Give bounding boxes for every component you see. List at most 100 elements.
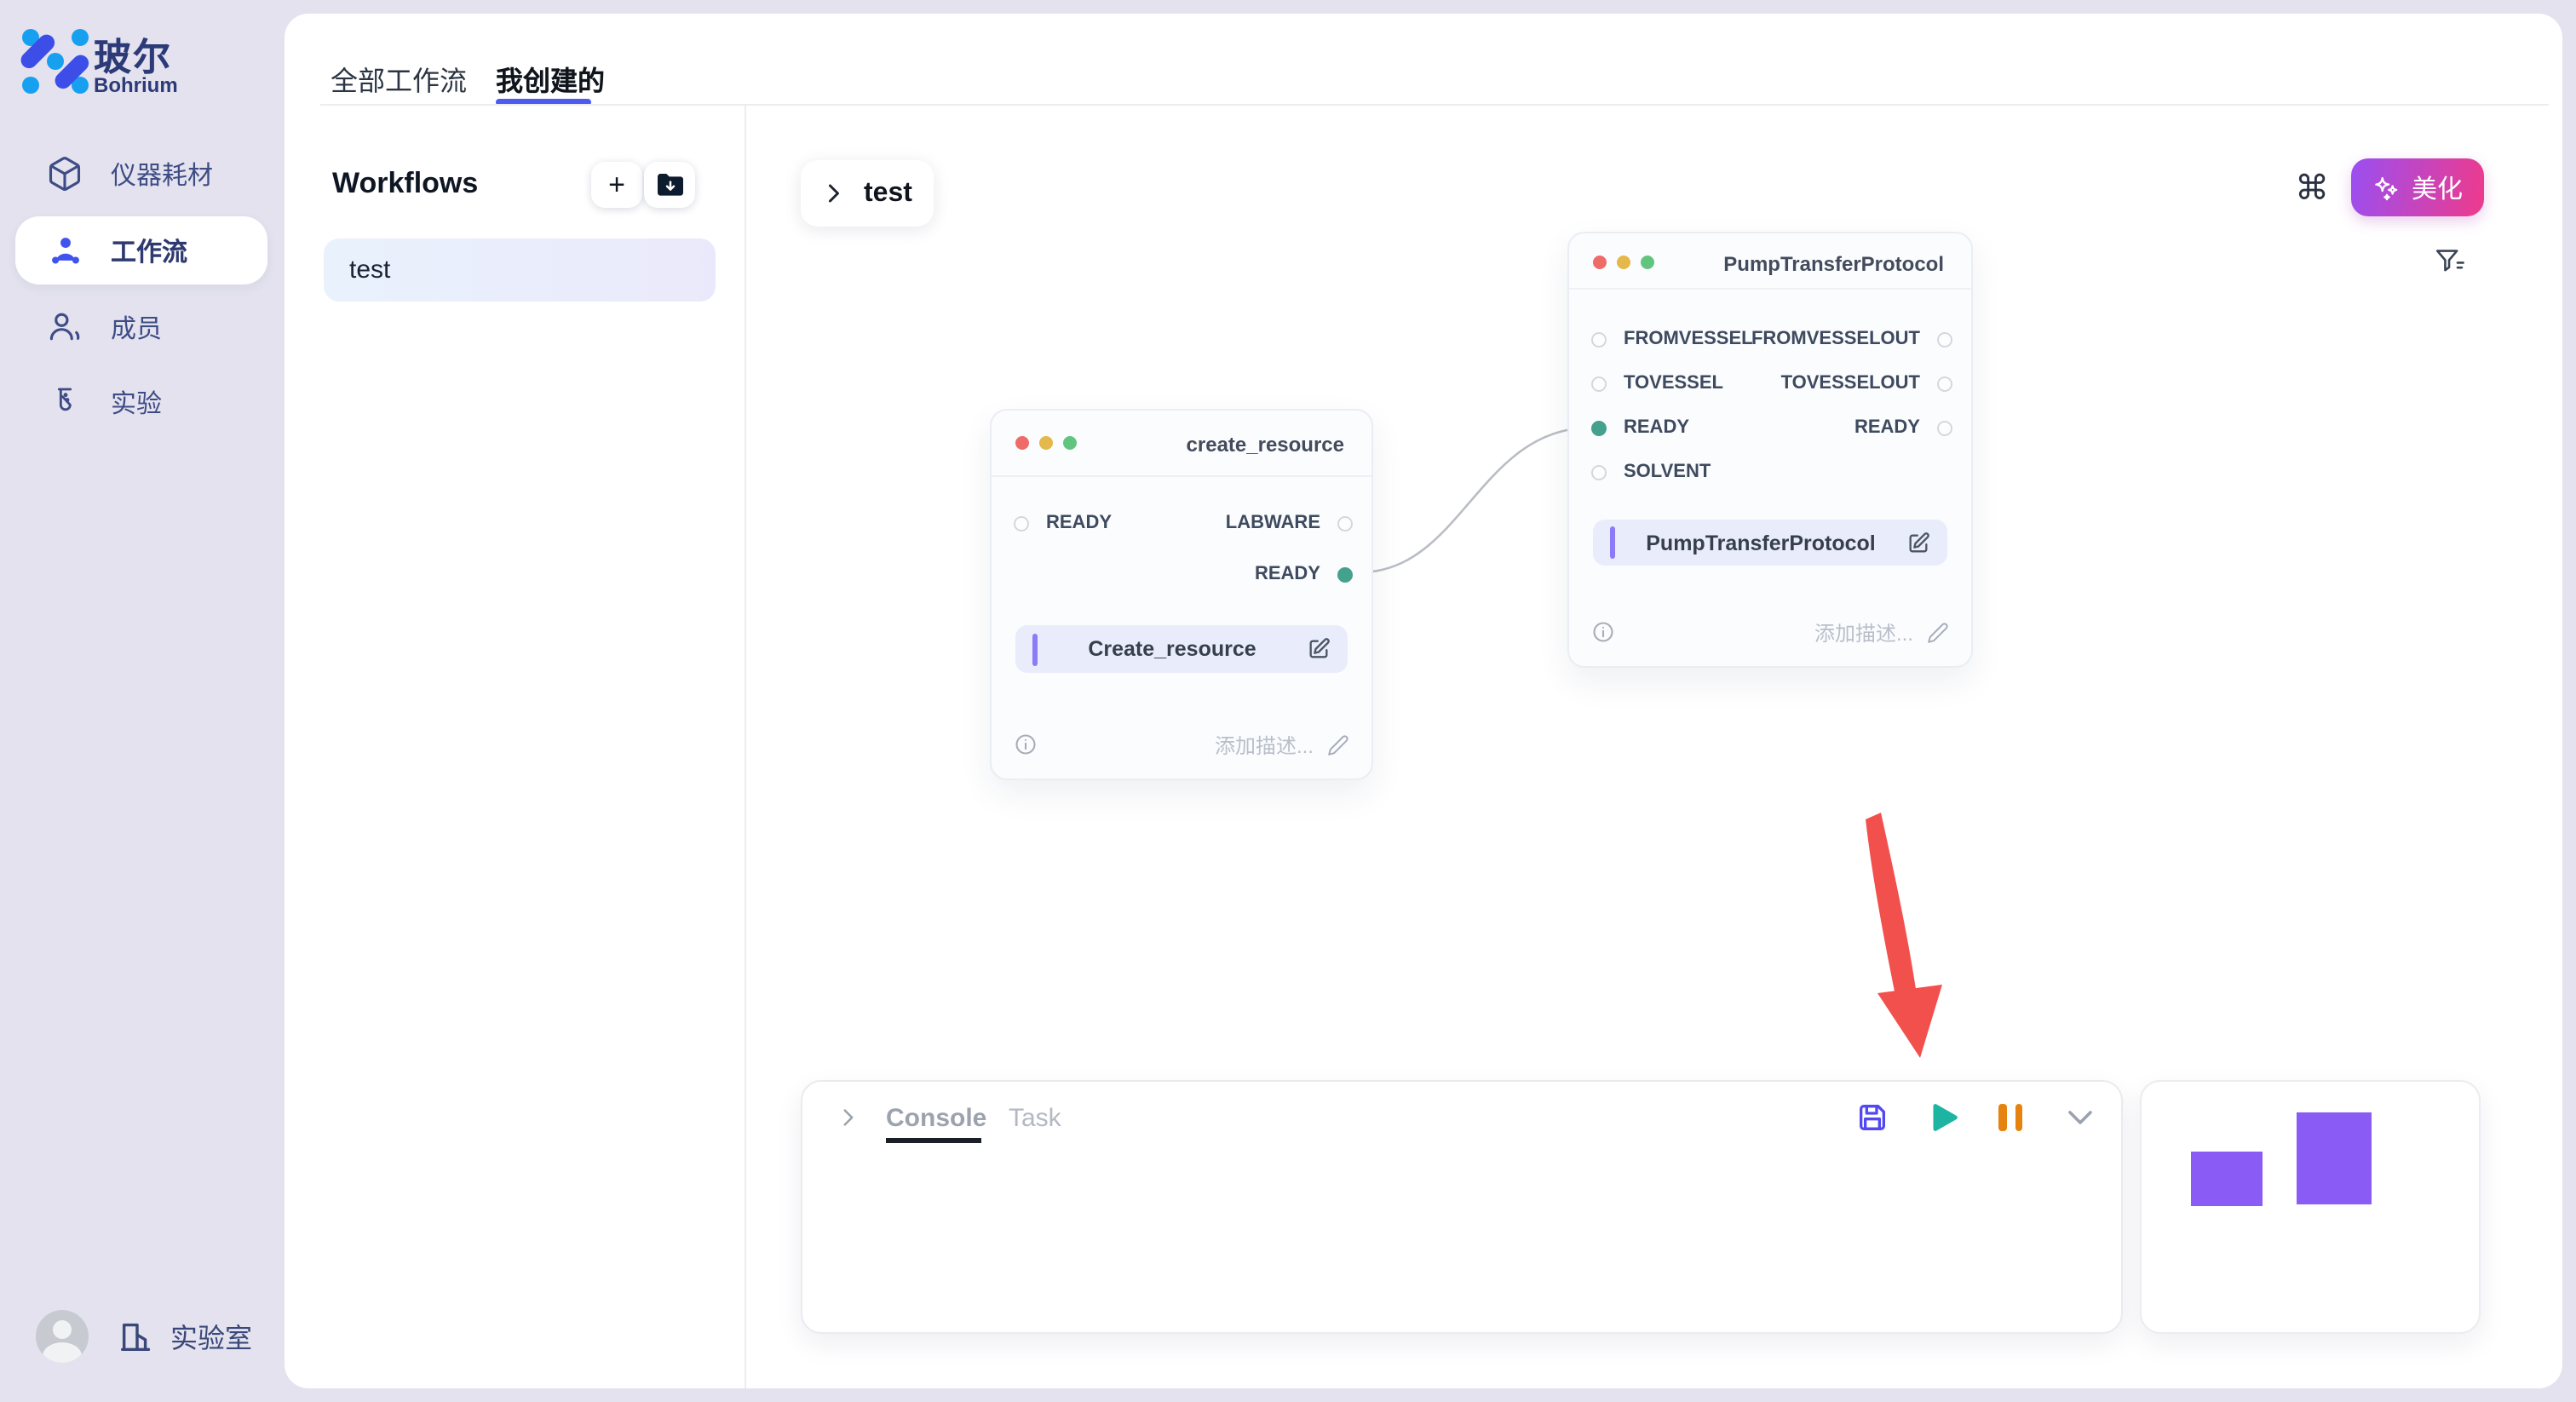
port-label: READY	[1046, 513, 1113, 533]
sidebar-item-label: 实验	[111, 389, 163, 418]
sidebar-item-instruments[interactable]: 仪器耗材	[15, 140, 267, 208]
port-label: FROMVESSEL	[1624, 329, 1753, 349]
output-row-ready: READY	[1255, 560, 1353, 588]
input-port[interactable]	[1591, 464, 1607, 480]
green-dot-icon[interactable]	[1641, 256, 1654, 269]
pencil-icon[interactable]	[1327, 733, 1349, 756]
beautify-button[interactable]: 美化	[2351, 158, 2484, 216]
input-port[interactable]	[1591, 331, 1607, 347]
port-label: READY	[1854, 417, 1920, 438]
filter-icon[interactable]	[2435, 245, 2465, 276]
node-header: create_resource	[992, 411, 1371, 477]
output-port[interactable]	[1937, 376, 1952, 391]
description-placeholder[interactable]: 添加描述...	[1814, 621, 1913, 645]
port-label: TOVESSELOUT	[1780, 373, 1920, 394]
workflows-title: Workflows	[332, 167, 479, 199]
workflow-list-item-test[interactable]: test	[324, 238, 716, 302]
output-port[interactable]	[1337, 515, 1353, 531]
input-row-ready: READY	[1014, 509, 1112, 537]
node-action-pill[interactable]: PumpTransferProtocol	[1593, 520, 1947, 566]
workflow-icon	[46, 232, 83, 269]
node-create-resource[interactable]: create_resource READY LABWARE READY Crea…	[990, 409, 1373, 780]
import-workflow-button[interactable]	[644, 162, 695, 208]
output-row-fromvesselout: FROMVESSELOUT	[1751, 325, 1952, 353]
brand-name-en: Bohrium	[94, 73, 178, 97]
pause-icon[interactable]	[1998, 1100, 2033, 1135]
port-label: FROMVESSELOUT	[1751, 329, 1920, 349]
yellow-dot-icon[interactable]	[1617, 256, 1630, 269]
workflow-item-label: test	[349, 256, 391, 284]
sidebar-footer: 实验室	[0, 1307, 285, 1382]
input-port[interactable]	[1591, 376, 1607, 391]
console-tab-underline	[886, 1138, 981, 1142]
output-row-ready: READY	[1854, 414, 1952, 441]
command-icon[interactable]: ⌘	[2295, 170, 2329, 208]
plus-icon: +	[608, 168, 625, 200]
console-tab[interactable]: Console	[886, 1104, 987, 1133]
pill-label: Create_resource	[1088, 637, 1256, 661]
breadcrumb-label: test	[864, 178, 912, 207]
active-tab-underline	[496, 99, 591, 105]
chevron-right-icon	[829, 184, 839, 203]
edit-icon[interactable]	[1307, 637, 1331, 661]
task-tab[interactable]: Task	[1009, 1104, 1061, 1133]
input-port-connected[interactable]	[1591, 420, 1607, 435]
minimap-node-pump-transfer	[2297, 1112, 2372, 1204]
pill-accent-bar	[1032, 633, 1038, 665]
node-pump-transfer-protocol[interactable]: PumpTransferProtocol FROMVESSEL FROMVESS…	[1567, 232, 1973, 668]
yellow-dot-icon[interactable]	[1039, 436, 1053, 450]
output-row-tovesselout: TOVESSELOUT	[1781, 370, 1952, 397]
sparkles-icon	[2376, 175, 2399, 200]
node-header: PumpTransferProtocol	[1569, 233, 1971, 290]
output-port-connected[interactable]	[1337, 566, 1353, 582]
lab-label: 实验室	[170, 1325, 253, 1354]
members-icon	[46, 308, 83, 346]
port-label: READY	[1254, 564, 1320, 584]
user-avatar[interactable]	[36, 1310, 89, 1363]
info-icon[interactable]	[1014, 733, 1038, 756]
pane-divider	[745, 106, 746, 1388]
input-row-tovessel: TOVESSEL	[1591, 370, 1723, 397]
beautify-label: 美化	[2411, 175, 2463, 204]
add-workflow-button[interactable]: +	[591, 162, 642, 208]
port-label: SOLVENT	[1624, 462, 1711, 482]
brand-logo: 玻尔 Bohrium	[20, 27, 267, 102]
brand-name-zh: 玻尔	[94, 36, 173, 78]
red-dot-icon[interactable]	[1015, 436, 1029, 450]
pill-accent-bar	[1610, 526, 1615, 559]
workflow-breadcrumb[interactable]: test	[801, 160, 934, 227]
green-dot-icon[interactable]	[1063, 436, 1077, 450]
chevron-right-icon[interactable]	[837, 1102, 860, 1133]
sidebar-item-members[interactable]: 成员	[15, 293, 267, 361]
play-icon[interactable]	[1927, 1100, 1961, 1135]
sidebar-item-label: 成员	[111, 314, 163, 343]
input-row-solvent: SOLVENT	[1591, 458, 1711, 486]
save-icon[interactable]	[1855, 1100, 1889, 1135]
output-port[interactable]	[1937, 331, 1952, 347]
node-title: PumpTransferProtocol	[1723, 252, 1944, 276]
edit-icon[interactable]	[1906, 531, 1930, 554]
sidebar-item-experiments[interactable]: 实验	[15, 368, 267, 436]
pencil-icon[interactable]	[1927, 621, 1949, 643]
sidebar: 玻尔 Bohrium 仪器耗材 工作流	[0, 0, 285, 1402]
input-row-fromvessel: FROMVESSEL	[1591, 325, 1753, 353]
tab-all-workflows[interactable]: 全部工作流	[331, 68, 468, 97]
description-placeholder[interactable]: 添加描述...	[1214, 733, 1314, 757]
red-dot-icon[interactable]	[1593, 256, 1607, 269]
output-port[interactable]	[1937, 420, 1952, 435]
lab-switcher[interactable]: 实验室	[118, 1315, 252, 1356]
tab-my-created[interactable]: 我创建的	[496, 68, 606, 97]
node-footer: 添加描述...	[1591, 618, 1949, 646]
info-icon[interactable]	[1591, 620, 1615, 644]
node-action-pill[interactable]: Create_resource	[1015, 625, 1348, 673]
console-panel: Console Task	[801, 1080, 2123, 1334]
bohrium-logo-icon	[20, 29, 89, 94]
box-icon	[46, 155, 83, 192]
tabs-divider	[320, 104, 2549, 106]
minimap[interactable]	[2140, 1080, 2481, 1334]
chevron-down-icon[interactable]	[2063, 1100, 2097, 1135]
sidebar-item-workflow[interactable]: 工作流	[15, 216, 267, 284]
port-label: TOVESSEL	[1624, 373, 1723, 394]
input-port[interactable]	[1014, 515, 1029, 531]
